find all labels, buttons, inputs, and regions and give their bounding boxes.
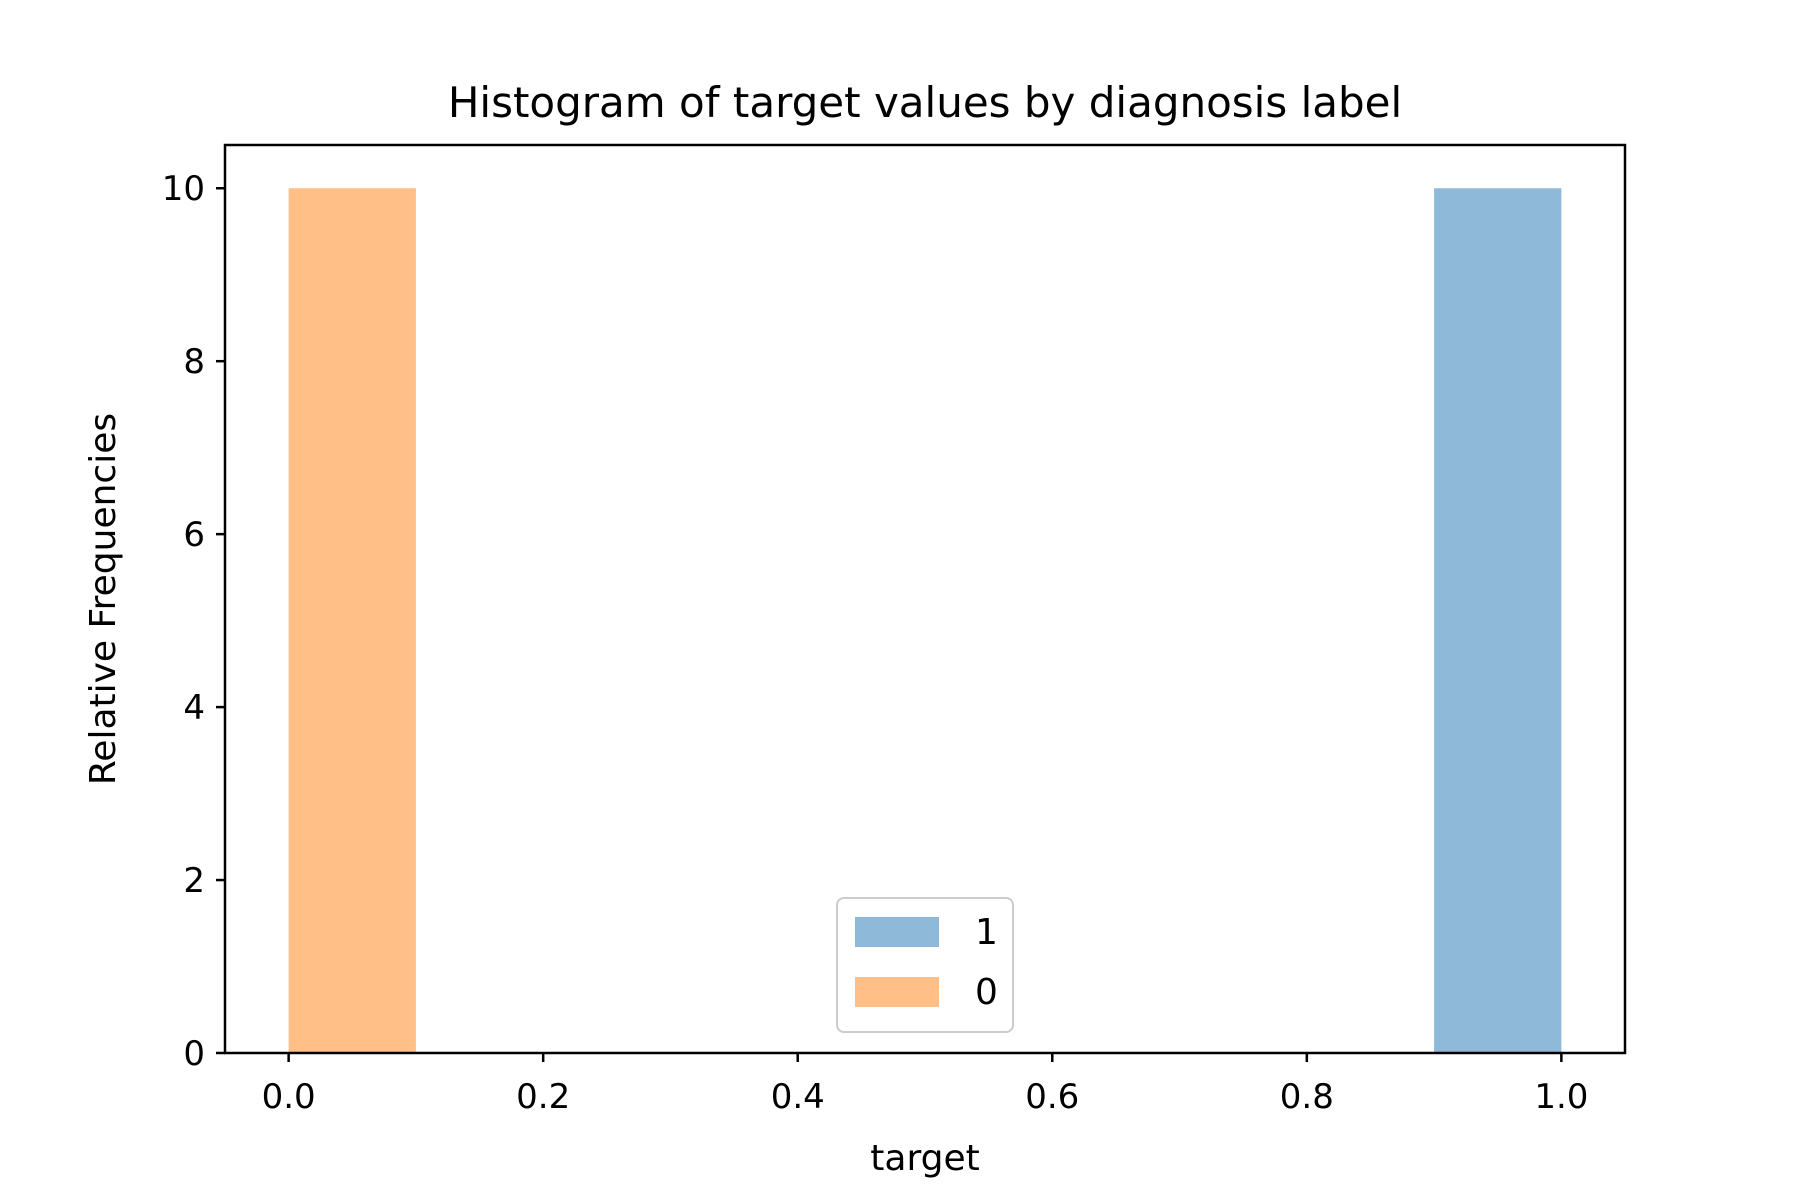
y-tick-label: 4 <box>183 688 205 728</box>
x-tick-label: 0.6 <box>1025 1077 1079 1117</box>
legend-items: 10 <box>855 912 998 1013</box>
chart-title: Histogram of target values by diagnosis … <box>448 78 1402 127</box>
legend-label-1: 1 <box>975 912 998 953</box>
legend-label-0: 0 <box>975 972 998 1013</box>
x-tick-label: 0.4 <box>771 1077 825 1117</box>
y-tick-label: 10 <box>162 169 205 209</box>
plot-frame <box>223 143 1627 1055</box>
x-tick-label: 0.2 <box>516 1077 570 1117</box>
y-tick-label: 2 <box>183 861 205 901</box>
x-axis-ticks: 0.0 0.2 0.4 0.6 0.8 1.0 <box>262 1053 1588 1117</box>
x-tick-label: 0.0 <box>262 1077 316 1117</box>
y-tick-label: 0 <box>183 1034 205 1074</box>
legend: 10 <box>836 897 1014 1033</box>
legend-swatch-1 <box>855 917 939 947</box>
legend-swatch-0 <box>855 977 939 1007</box>
x-tick-label: 0.8 <box>1280 1077 1334 1117</box>
bar-series-0-0 <box>288 188 416 1053</box>
y-tick-label: 6 <box>183 515 205 555</box>
bar-series-1-0 <box>1434 188 1562 1053</box>
y-axis-ticks: 0 2 4 6 8 10 <box>162 169 225 1074</box>
bars-group <box>288 188 1562 1053</box>
x-axis-label: target <box>870 1138 979 1179</box>
y-tick-label: 8 <box>183 342 205 382</box>
y-axis-label: Relative Frequencies <box>83 413 124 785</box>
x-tick-label: 1.0 <box>1534 1077 1588 1117</box>
